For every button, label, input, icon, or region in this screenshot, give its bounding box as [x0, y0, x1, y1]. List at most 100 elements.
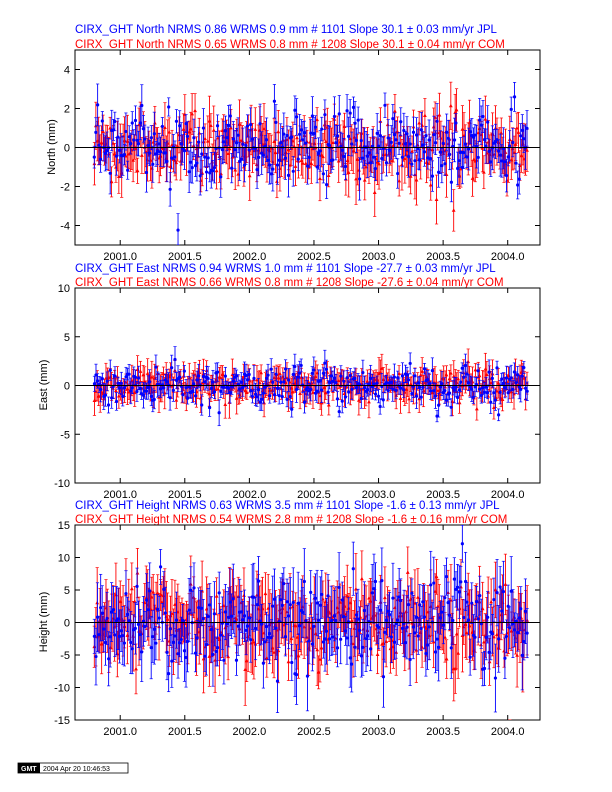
- north-jpl-point: [441, 141, 445, 145]
- east-xtick-label: 2004.0: [491, 489, 525, 501]
- north-com-point: [286, 147, 291, 152]
- north-com-point: [112, 152, 117, 156]
- east-jpl-point: [440, 382, 444, 386]
- east-jpl-point: [193, 394, 198, 398]
- north-com-point: [208, 123, 213, 128]
- east-jpl-point: [437, 403, 441, 407]
- east-jpl-point: [455, 395, 460, 400]
- east-com-point: [448, 371, 453, 375]
- north-jpl-point: [495, 137, 499, 142]
- east-jpl-point: [490, 376, 494, 380]
- north-jpl-point: [234, 141, 239, 145]
- height-series-layer: [75, 525, 540, 720]
- north-jpl-point: [159, 150, 163, 154]
- north-jpl-point: [456, 166, 460, 171]
- north-xtick-label: 2002.5: [297, 251, 331, 263]
- north-jpl-point: [320, 127, 324, 131]
- north-jpl-point: [350, 142, 354, 146]
- east-xtick-label: 2002.5: [297, 489, 331, 501]
- north-jpl-point: [193, 163, 198, 168]
- east-jpl-point: [310, 371, 314, 376]
- north-jpl-point: [482, 138, 487, 142]
- east-jpl-point: [350, 387, 354, 391]
- panel-height: CIRX_GHT Height NRMS 0.63 WRMS 3.5 mm # …: [38, 500, 541, 738]
- east-jpl-point: [470, 387, 474, 391]
- north-jpl-point: [309, 131, 313, 135]
- east-jpl-point: [389, 380, 393, 384]
- north-jpl-point: [340, 148, 344, 152]
- east-xtick-label: 2001.5: [168, 489, 202, 501]
- north-jpl-point: [306, 164, 310, 168]
- north-com-point: [364, 164, 368, 169]
- east-jpl-point: [290, 407, 294, 411]
- east-jpl-point: [332, 376, 337, 380]
- north-jpl-point: [375, 131, 379, 135]
- east-jpl-point: [231, 379, 236, 383]
- north-jpl-point: [236, 133, 240, 137]
- north-jpl-point: [211, 169, 215, 173]
- north-jpl-point: [124, 129, 128, 134]
- north-jpl-point: [182, 149, 187, 153]
- north-ytick-label: -2: [60, 182, 70, 194]
- east-jpl-point: [288, 395, 292, 399]
- north-xtick-label: 2004.0: [491, 251, 525, 263]
- north-jpl-point: [347, 134, 351, 138]
- east-com-point: [444, 372, 449, 377]
- north-jpl-point: [192, 136, 196, 140]
- north-com-point: [514, 126, 519, 130]
- east-jpl-point: [342, 379, 346, 383]
- east-jpl-point: [223, 374, 227, 378]
- north-jpl-point: [459, 150, 463, 155]
- east-jpl-point: [113, 374, 117, 378]
- east-jpl-point: [171, 388, 175, 392]
- east-jpl-point: [372, 382, 376, 386]
- north-com-point: [359, 131, 364, 135]
- east-jpl-point: [192, 382, 196, 386]
- north-jpl-point: [478, 118, 482, 122]
- east-jpl-point: [523, 386, 528, 390]
- east-jpl-point: [392, 375, 396, 379]
- north-com-point: [108, 126, 113, 130]
- east-com-point: [313, 374, 318, 379]
- east-jpl-point: [482, 390, 486, 394]
- north-jpl-point: [397, 141, 401, 146]
- east-jpl-point: [406, 378, 411, 382]
- north-jpl-point: [307, 155, 311, 159]
- east-com-point: [315, 370, 320, 375]
- east-jpl-point: [334, 380, 338, 385]
- east-jpl-point: [287, 378, 291, 382]
- north-jpl-point: [239, 157, 243, 161]
- north-jpl-point: [244, 144, 248, 148]
- east-jpl-point: [323, 361, 327, 365]
- north-jpl-point: [99, 157, 103, 161]
- east-jpl-point: [190, 389, 194, 393]
- east-jpl-point: [228, 391, 232, 395]
- east-jpl-point: [256, 387, 261, 392]
- east-jpl-point: [348, 373, 352, 378]
- east-jpl-point: [476, 369, 480, 373]
- east-com-point: [367, 399, 371, 404]
- north-com-point: [377, 161, 381, 166]
- north-jpl-point: [212, 165, 217, 170]
- north-xtick-label: 2002.0: [233, 251, 267, 263]
- east-com-point: [447, 376, 452, 381]
- north-jpl-point: [275, 163, 280, 167]
- north-com-point: [114, 165, 118, 169]
- east-com-point: [181, 374, 186, 378]
- north-jpl-point: [410, 162, 414, 166]
- north-jpl-point: [138, 121, 142, 125]
- north-com-point: [233, 167, 238, 172]
- east-jpl-point: [489, 400, 493, 404]
- north-jpl-point: [373, 166, 378, 171]
- east-jpl-point: [99, 387, 103, 392]
- east-jpl-point: [271, 380, 275, 384]
- east-jpl-point: [222, 385, 226, 389]
- height-com-point: [151, 590, 156, 594]
- north-jpl-point: [141, 127, 146, 131]
- north-jpl-point: [304, 141, 308, 145]
- east-com-point: [106, 375, 111, 380]
- north-com-point: [288, 163, 292, 167]
- north-jpl-point: [195, 161, 199, 165]
- north-jpl-point: [438, 150, 442, 154]
- north-jpl-point: [190, 166, 194, 170]
